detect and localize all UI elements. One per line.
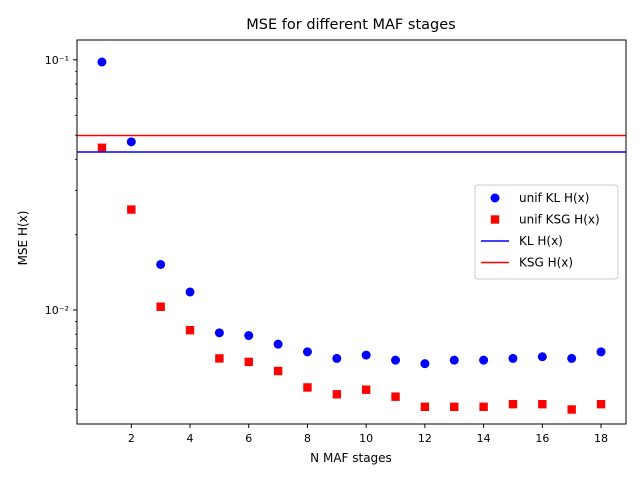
data-point-square (215, 354, 224, 363)
chart-title: MSE for different MAF stages (246, 17, 455, 33)
data-point-circle (273, 339, 283, 349)
y-tick-label: 10⁻² (45, 304, 69, 317)
data-point-square (596, 399, 606, 409)
data-point-circle (244, 331, 254, 341)
data-point-circle (332, 353, 342, 363)
data-point-square (508, 399, 518, 409)
data-point-circle (537, 352, 547, 362)
data-point-circle (391, 355, 401, 365)
x-axis: 2 4 6 8 10 12 14 16 18 (128, 424, 608, 445)
data-point-square (420, 402, 430, 412)
data-point-square (244, 357, 253, 367)
legend-label: unif KSG H(x) (519, 213, 600, 227)
data-point-square (538, 399, 547, 409)
x-tick-label: 16 (535, 432, 549, 445)
data-point-circle (97, 57, 107, 67)
data-point-circle (156, 259, 166, 269)
data-point-circle (126, 137, 136, 147)
data-point-circle (479, 355, 489, 365)
data-point-circle (567, 353, 577, 363)
data-point-square (332, 390, 342, 399)
legend-label: unif KL H(x) (519, 191, 589, 205)
legend-label: KL H(x) (519, 234, 563, 248)
data-point-square (156, 302, 165, 311)
x-tick-label: 18 (594, 432, 608, 445)
data-point-square (391, 392, 400, 401)
plot-area (77, 57, 626, 414)
x-tick-label: 14 (477, 432, 491, 445)
data-point-circle (420, 359, 430, 369)
legend-circle-handle (490, 193, 500, 203)
data-point-square (567, 405, 576, 414)
x-tick-label: 4 (187, 432, 194, 445)
x-tick-label: 10 (359, 432, 373, 445)
data-point-square (450, 402, 459, 412)
axes-frame (76, 39, 627, 425)
data-point-circle (596, 347, 606, 357)
data-point-square (127, 205, 136, 214)
x-tick-label: 6 (245, 432, 252, 445)
data-point-square (361, 385, 371, 394)
legend: unif KL H(x) unif KSG H(x) KL H(x) KSG H(x) (474, 184, 619, 280)
data-point-circle (302, 347, 312, 357)
x-tick-label: 8 (304, 432, 311, 445)
data-point-circle (361, 350, 371, 360)
data-point-square (185, 325, 195, 335)
data-point-square (97, 143, 107, 152)
data-point-square (273, 366, 283, 376)
y-tick-label: 10⁻¹ (45, 54, 69, 67)
data-point-square (479, 402, 488, 412)
data-point-circle (508, 353, 518, 363)
legend-box (474, 184, 619, 280)
legend-label: KSG H(x) (519, 256, 573, 270)
x-axis-label: N MAF stages (310, 451, 392, 465)
data-point-circle (449, 355, 459, 365)
x-tick-label: 12 (418, 432, 432, 445)
y-axis: 10⁻¹ 10⁻² (45, 54, 77, 410)
y-axis-label: MSE H(x) (16, 211, 30, 266)
x-tick-label: 2 (128, 432, 135, 445)
data-point-circle (185, 287, 195, 297)
data-point-circle (214, 328, 224, 338)
data-point-square (303, 383, 312, 392)
legend-square-handle (490, 215, 500, 224)
